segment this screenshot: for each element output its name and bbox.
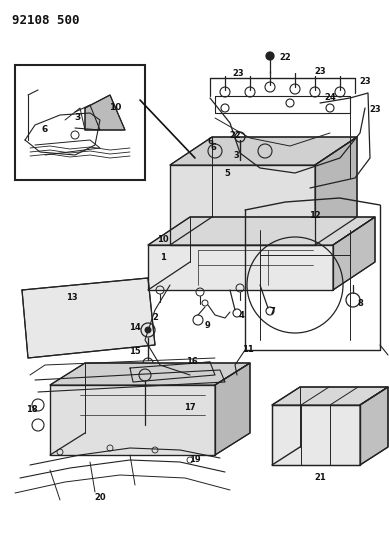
Polygon shape [272,387,388,405]
Polygon shape [22,278,155,358]
Polygon shape [148,245,333,290]
Text: 1: 1 [160,254,166,262]
Text: 6: 6 [207,138,213,147]
Text: 20: 20 [94,492,106,502]
Text: 16: 16 [186,358,198,367]
Text: 8: 8 [357,298,363,308]
Polygon shape [333,217,375,290]
Text: 23: 23 [369,106,381,115]
Polygon shape [215,363,250,455]
Text: 14: 14 [129,324,141,333]
Polygon shape [170,137,357,165]
Polygon shape [360,387,388,465]
Polygon shape [148,217,375,245]
Text: 7: 7 [269,308,275,317]
Text: 19: 19 [189,456,201,464]
Bar [15,65,145,180]
Text: 3: 3 [233,150,239,159]
Polygon shape [170,165,315,245]
Text: 13: 13 [66,294,78,303]
Text: 17: 17 [184,403,196,413]
Text: 5: 5 [224,168,230,177]
Polygon shape [315,137,357,245]
Circle shape [266,52,274,60]
Polygon shape [85,95,125,130]
Text: 23: 23 [232,69,244,78]
Polygon shape [50,363,250,385]
Text: 12: 12 [309,211,321,220]
Text: 22: 22 [279,52,291,61]
Polygon shape [272,405,360,465]
Circle shape [145,327,151,333]
Text: 6: 6 [42,125,48,134]
Polygon shape [50,385,215,455]
Text: 21: 21 [314,472,326,481]
Text: 18: 18 [26,406,38,415]
Text: 3: 3 [75,114,81,123]
Text: 2: 2 [152,313,158,322]
Text: 11: 11 [242,345,254,354]
Text: 23: 23 [314,68,326,77]
Text: 23: 23 [359,77,371,86]
Text: 6: 6 [210,143,216,152]
Polygon shape [130,362,215,382]
Text: 92108 500: 92108 500 [12,14,79,27]
Text: 22: 22 [229,131,241,140]
Text: 10: 10 [109,103,121,112]
Text: 24: 24 [324,93,336,102]
Text: 10: 10 [157,236,169,245]
Text: 15: 15 [129,348,141,357]
Text: 4: 4 [239,311,245,320]
Text: 9: 9 [205,320,211,329]
